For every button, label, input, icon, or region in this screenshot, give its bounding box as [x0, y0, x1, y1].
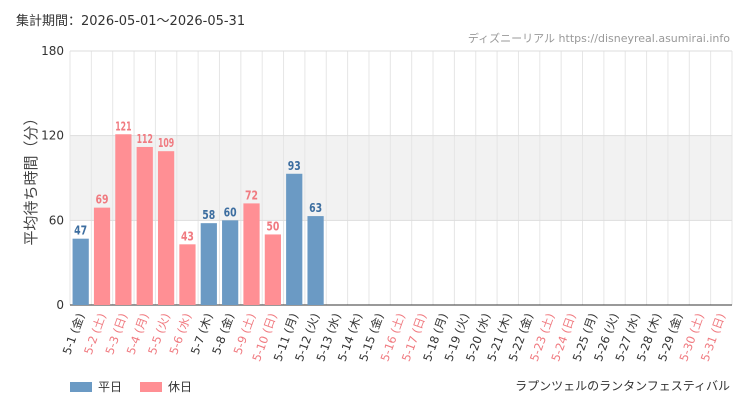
bar — [286, 173, 303, 305]
bar — [264, 234, 281, 305]
bar-value-label: 63 — [309, 201, 322, 215]
bar — [115, 134, 132, 305]
bar — [222, 220, 239, 305]
bar — [157, 151, 175, 305]
y-axis-label: 平均待ち時間（分） — [22, 110, 40, 245]
legend-weekday: 平日 — [70, 378, 122, 395]
y-tick-label: 120 — [41, 129, 64, 143]
bar-value-label: 72 — [245, 188, 258, 202]
bar — [93, 207, 111, 305]
bar-value-label: 121 — [115, 119, 131, 133]
bar — [72, 238, 89, 305]
legend-weekday-label: 平日 — [98, 380, 123, 394]
x-tick-labels: 5-1 (金)5-2 (土)5-3 (日)5-4 (月)5-5 (火)5-6 (… — [60, 311, 728, 363]
bar-value-label: 112 — [137, 132, 153, 146]
vertical-gridlines — [69, 51, 733, 305]
bar-value-label: 69 — [96, 193, 109, 207]
bar — [136, 146, 153, 305]
bar — [200, 223, 217, 305]
bars: 47 69 121 112 109 43 58 60 72 50 93 63 — [72, 119, 324, 305]
bar-value-label: 47 — [74, 224, 87, 238]
bar-value-label: 58 — [202, 208, 215, 222]
collection-period: 集計期間：2026-05-01～2026-05-31 — [16, 14, 246, 29]
bar-value-label: 93 — [288, 159, 301, 173]
holiday-swatch — [140, 381, 163, 392]
bar — [179, 244, 196, 305]
y-tick-label: 180 — [41, 44, 64, 58]
y-tick-label: 60 — [49, 213, 64, 227]
band-60-120 — [70, 135, 732, 221]
legend: 平日 休日 — [70, 378, 192, 395]
bar-value-label: 50 — [266, 219, 279, 233]
bar-value-label: 43 — [181, 229, 194, 243]
bar — [307, 216, 324, 305]
y-tick-label: 0 — [56, 298, 64, 312]
site-credit: ディズニーリアル https://disneyreal.asumirai.inf… — [467, 32, 730, 45]
attraction-name: ラプンツェルのランタンフェスティバル — [515, 379, 730, 393]
legend-holiday: 休日 — [140, 378, 192, 395]
bar — [243, 203, 260, 305]
bar-value-label: 60 — [224, 205, 237, 219]
y-tick-labels: 0 60 120 180 — [41, 44, 64, 312]
legend-holiday-label: 休日 — [168, 380, 193, 394]
bar-value-label: 109 — [158, 136, 174, 150]
weekday-swatch — [70, 381, 92, 392]
